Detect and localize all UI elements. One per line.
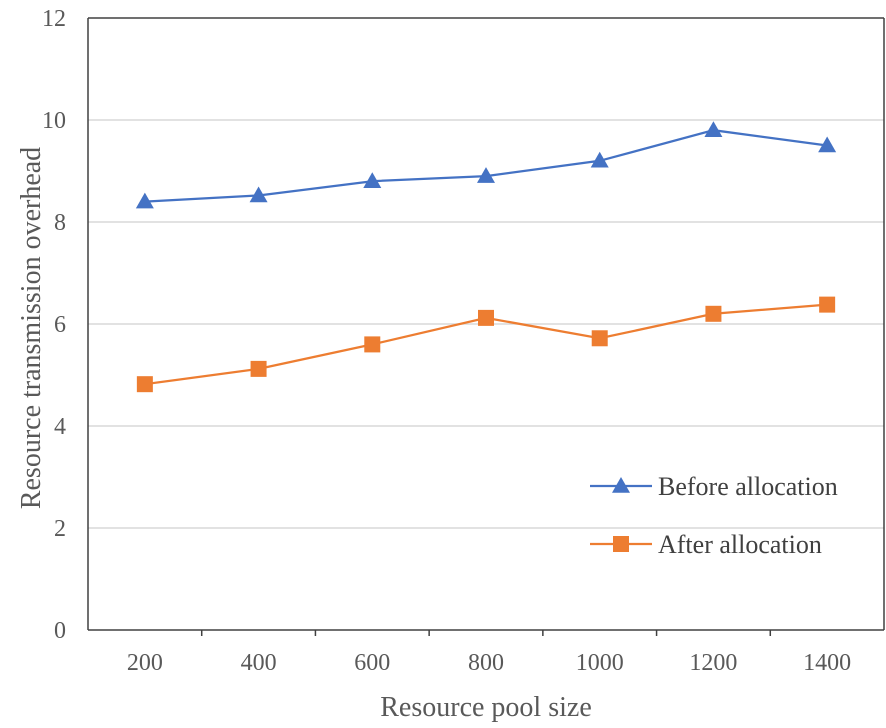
y-tick-label: 12 [42, 6, 66, 32]
x-tick-label: 400 [241, 650, 277, 676]
legend-label: After allocation [658, 530, 822, 559]
x-axis-title: Resource pool size [380, 692, 592, 723]
legend: Before allocation After allocation [590, 472, 838, 559]
x-tick-label: 200 [127, 650, 163, 676]
data-point [249, 186, 268, 203]
x-tick-label: 600 [354, 650, 390, 676]
data-point [818, 136, 837, 153]
y-tick-label: 0 [54, 618, 66, 644]
y-tick-label: 8 [54, 210, 66, 236]
legend-label: Before allocation [658, 472, 838, 501]
data-point [136, 376, 153, 393]
series-1 [135, 121, 837, 209]
legend-marker [613, 536, 629, 552]
data-point [363, 172, 382, 188]
data-point [477, 167, 495, 183]
y-tick-label: 2 [54, 516, 66, 542]
data-point [135, 192, 154, 209]
x-tick-label: 1200 [689, 650, 737, 676]
series-2 [136, 296, 836, 393]
y-tick-label: 6 [54, 312, 66, 338]
data-point [705, 305, 722, 322]
y-axis-title: Resource transmission overhead [16, 147, 47, 509]
y-axis-tick-labels: 0 2 4 6 8 10 12 [42, 6, 66, 644]
y-tick-label: 4 [54, 414, 66, 440]
data-point [364, 336, 381, 353]
data-point [704, 121, 723, 137]
series-layer [135, 121, 837, 393]
x-tick-label: 1000 [576, 650, 624, 676]
x-axis-tick-labels: 200 400 600 800 1000 1200 1400 [127, 650, 851, 676]
x-tick-label: 1400 [803, 650, 851, 676]
plot-frame [87, 17, 885, 636]
data-point [590, 151, 609, 168]
data-point [478, 309, 494, 326]
data-point [819, 296, 836, 313]
data-point [591, 330, 608, 347]
series-line [144, 129, 828, 203]
y-tick-label: 10 [42, 108, 66, 134]
x-tick-label: 800 [468, 650, 504, 676]
data-point [250, 360, 267, 377]
legend-marker [612, 477, 630, 493]
